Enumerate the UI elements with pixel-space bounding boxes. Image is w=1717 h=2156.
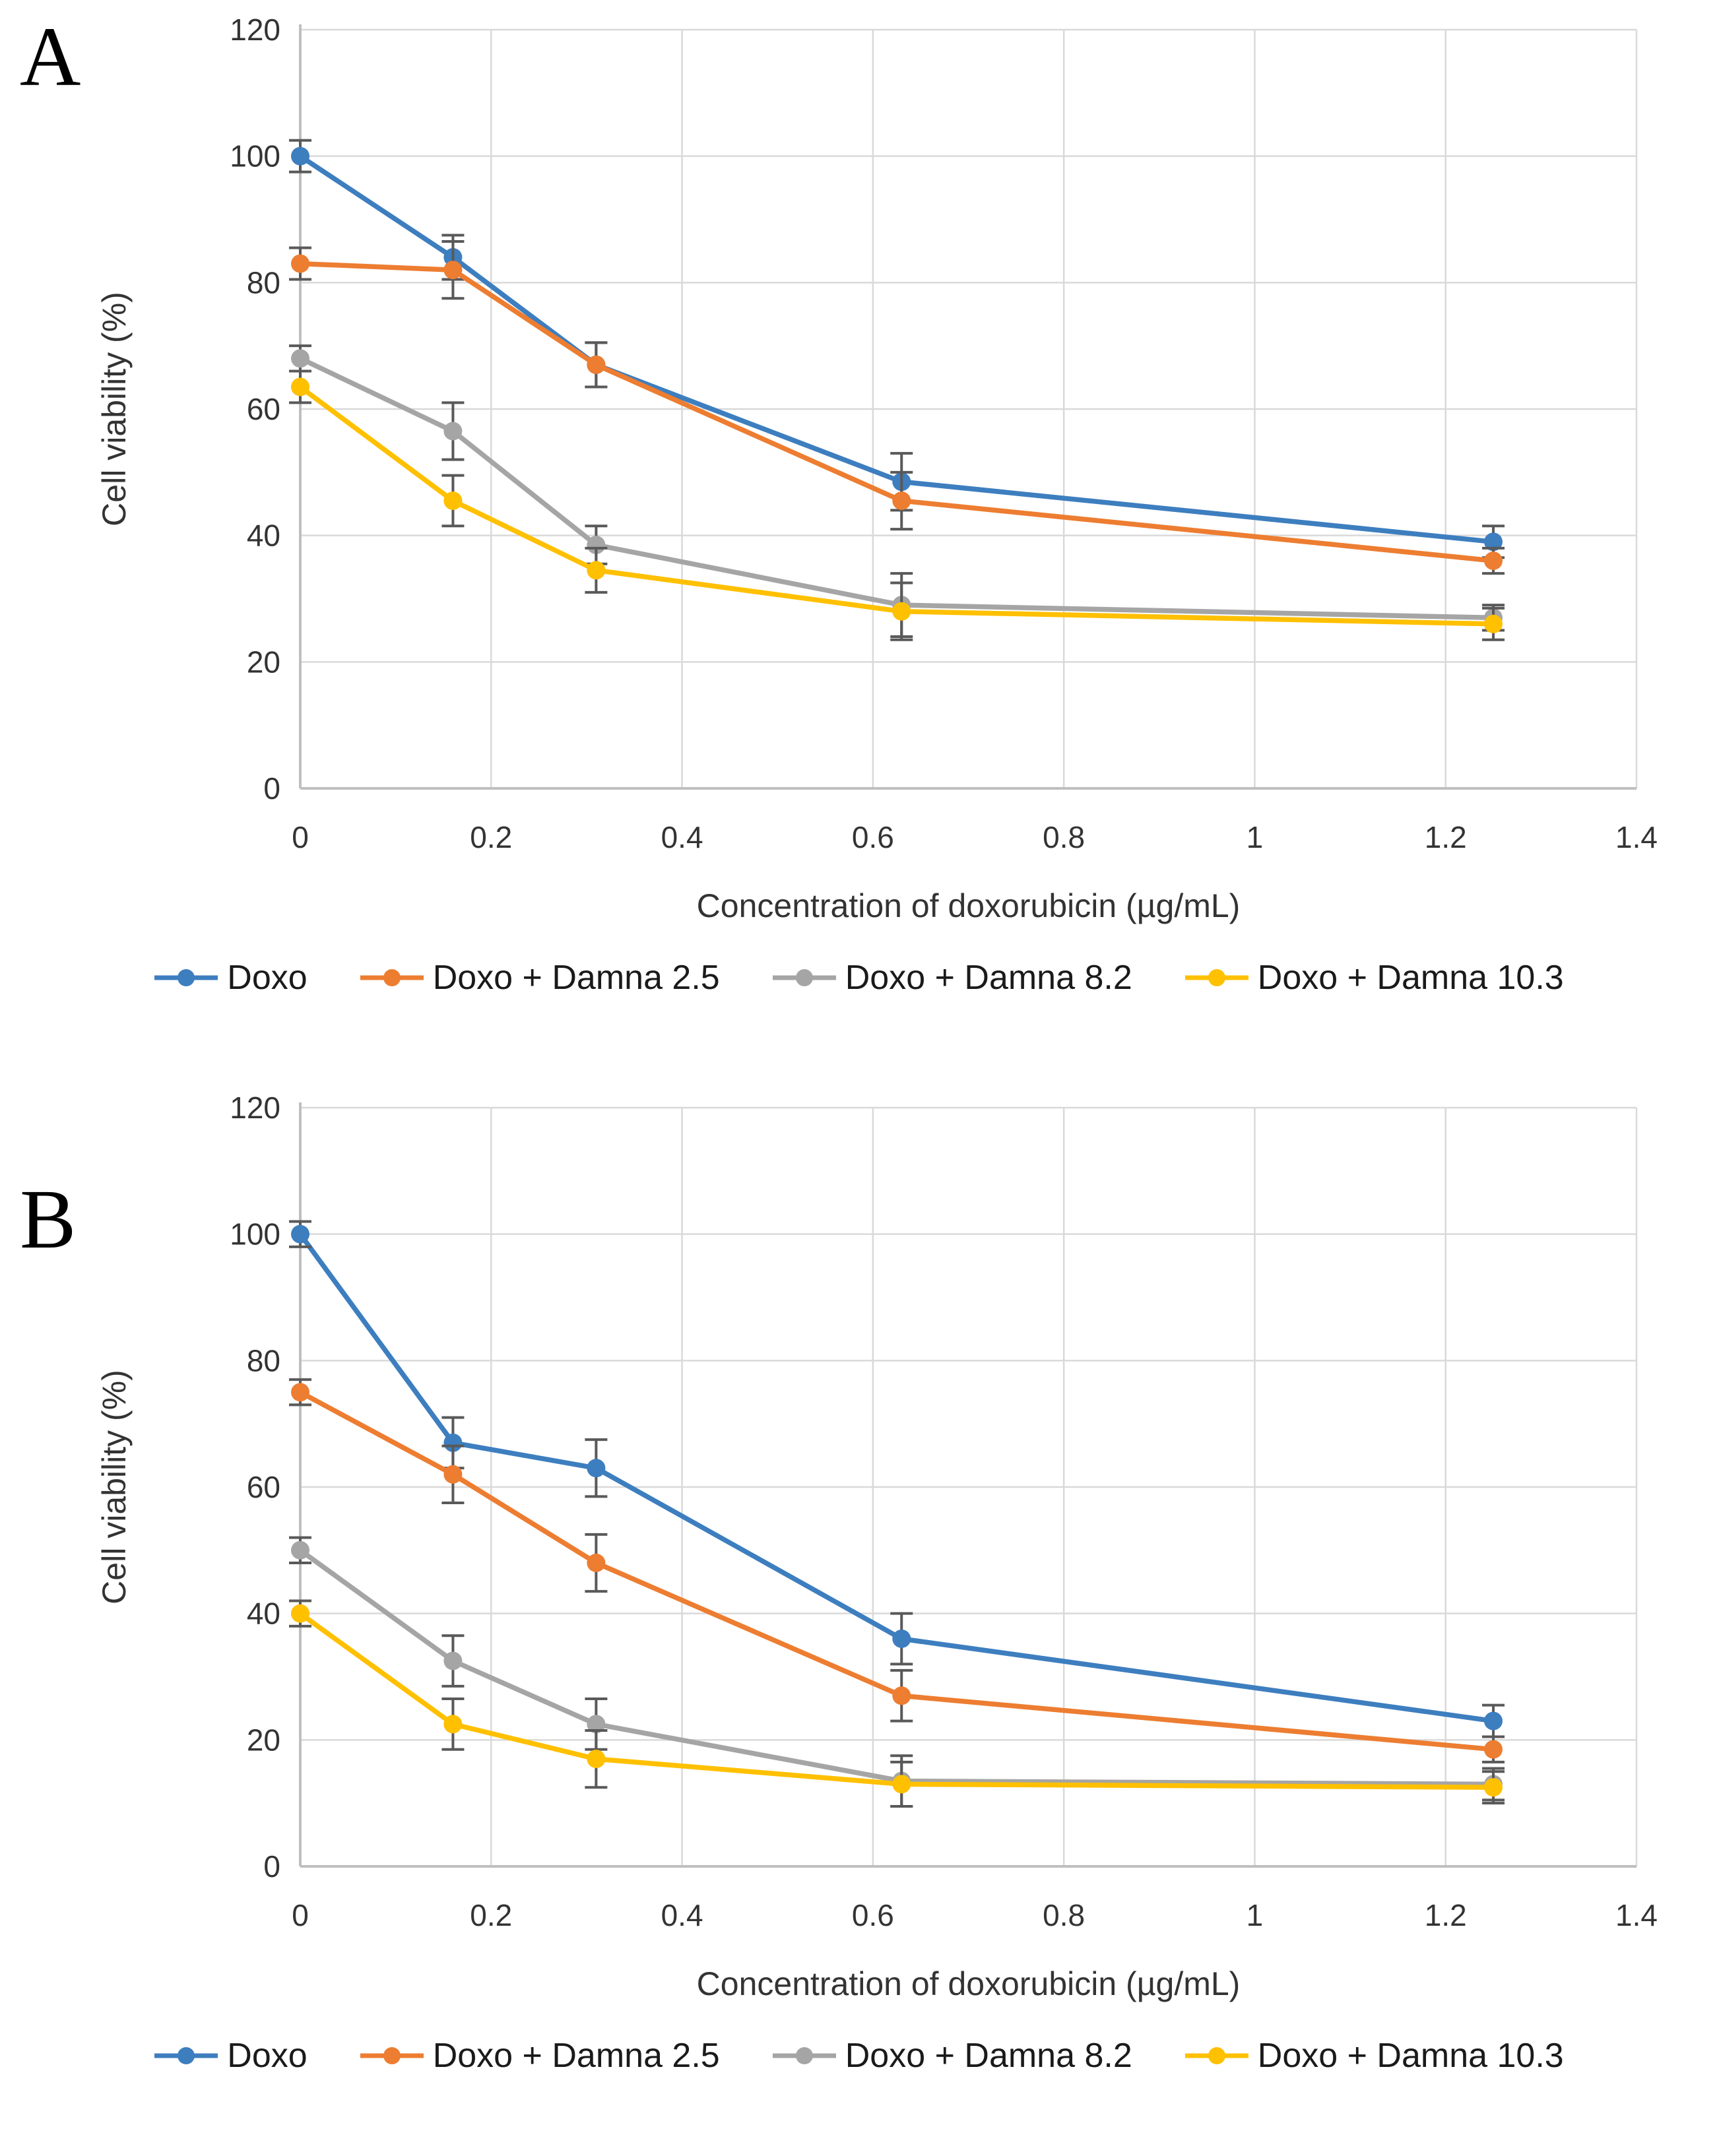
svg-text:0.2: 0.2 bbox=[470, 1898, 512, 1932]
y-tick-labels: 0 20 40 60 80 100 120 bbox=[230, 13, 280, 806]
series-doxo-+-damna-10.3 bbox=[289, 1599, 1505, 1808]
svg-text:0.8: 0.8 bbox=[1043, 820, 1085, 854]
gridlines bbox=[299, 1106, 1638, 1868]
svg-text:1: 1 bbox=[1247, 1898, 1264, 1932]
legend-label: Doxo + Damna 2.5 bbox=[432, 2037, 720, 2075]
legend-label: Doxo bbox=[227, 2037, 308, 2075]
panel-a-label: A bbox=[20, 10, 81, 104]
svg-text:0.6: 0.6 bbox=[852, 1898, 894, 1932]
svg-text:100: 100 bbox=[230, 139, 280, 174]
y-tick-labels: 0 20 40 60 80 100 120 bbox=[230, 1091, 280, 1884]
svg-text:0: 0 bbox=[292, 1898, 309, 1932]
legend-item: Doxo + Damna 8.2 bbox=[771, 2036, 1132, 2076]
svg-text:0.8: 0.8 bbox=[1043, 1898, 1085, 1932]
axes bbox=[299, 24, 1636, 790]
axes bbox=[299, 1102, 1636, 1868]
svg-text:80: 80 bbox=[247, 265, 280, 300]
svg-text:0: 0 bbox=[292, 820, 309, 854]
svg-text:0.2: 0.2 bbox=[470, 820, 512, 854]
legend-label: Doxo + Damna 2.5 bbox=[432, 959, 720, 997]
legend-item: Doxo + Damna 2.5 bbox=[359, 2036, 720, 2076]
legend-marker-icon bbox=[1184, 2047, 1248, 2064]
panel-b-label: B bbox=[20, 1172, 77, 1266]
svg-text:0.4: 0.4 bbox=[661, 820, 703, 854]
svg-text:1.4: 1.4 bbox=[1615, 820, 1658, 854]
series-doxo bbox=[289, 1220, 1505, 1738]
svg-text:0.6: 0.6 bbox=[852, 820, 894, 854]
x-axis-title: Concentration of doxorubicin (µg/mL) bbox=[697, 1965, 1241, 2002]
gridlines bbox=[299, 28, 1638, 790]
svg-text:1.4: 1.4 bbox=[1615, 1898, 1658, 1932]
svg-text:60: 60 bbox=[247, 1470, 280, 1504]
svg-text:1.2: 1.2 bbox=[1425, 820, 1467, 854]
legend-marker-icon bbox=[154, 969, 218, 986]
x-tick-labels: 0 0.2 0.4 0.6 0.8 1 1.2 1.4 bbox=[292, 1898, 1658, 1932]
svg-text:100: 100 bbox=[230, 1217, 280, 1252]
series-doxo-+-damna-8.2 bbox=[289, 1536, 1505, 1808]
legend-marker-icon bbox=[154, 2047, 218, 2064]
legend-marker-icon bbox=[1184, 969, 1248, 986]
legend-label: Doxo bbox=[227, 959, 308, 997]
svg-text:40: 40 bbox=[247, 1597, 280, 1631]
legend-label: Doxo + Damna 8.2 bbox=[845, 959, 1132, 997]
legend-marker-icon bbox=[360, 969, 424, 986]
y-axis-title: Cell viability (%) bbox=[96, 292, 133, 526]
legend-marker-icon bbox=[772, 2047, 836, 2064]
svg-text:0: 0 bbox=[263, 771, 280, 806]
legend-label: Doxo + Damna 10.3 bbox=[1257, 2037, 1564, 2075]
svg-text:40: 40 bbox=[247, 519, 280, 553]
series-doxo-+-damna-2.5 bbox=[289, 1378, 1505, 1763]
series-doxo-+-damna-8.2 bbox=[289, 344, 1505, 638]
x-tick-labels: 0 0.2 0.4 0.6 0.8 1 1.2 1.4 bbox=[292, 820, 1658, 854]
y-axis-title: Cell viability (%) bbox=[96, 1370, 133, 1604]
legend-item: Doxo bbox=[153, 958, 308, 998]
legend-item: Doxo bbox=[153, 2036, 308, 2076]
legend-item: Doxo + Damna 10.3 bbox=[1184, 2036, 1564, 2076]
chart-a: 0 20 40 60 80 100 120 0 0.2 0.4 0.6 0.8 1 1.2 1.4 Conce… bbox=[96, 13, 1658, 924]
series-doxo-+-damna-10.3 bbox=[289, 369, 1505, 641]
legend-label: Doxo + Damna 10.3 bbox=[1257, 959, 1564, 997]
chart-b: 0 20 40 60 80 100 120 0 0.2 0.4 0.6 0.8 1 1.2 1.4 Conce… bbox=[96, 1091, 1658, 2002]
legend-marker-icon bbox=[772, 969, 836, 986]
legend-item: Doxo + Damna 2.5 bbox=[359, 958, 720, 998]
svg-text:60: 60 bbox=[247, 392, 280, 426]
legend-marker-icon bbox=[360, 2047, 424, 2064]
legend-item: Doxo + Damna 10.3 bbox=[1184, 958, 1564, 998]
panel-a: A 0 20 40 60 80 100 120 0 0.2 0.4 0.6 0.8 1 1.2 1.4 Con… bbox=[0, 10, 1717, 998]
svg-text:20: 20 bbox=[247, 1723, 280, 1757]
svg-text:0.4: 0.4 bbox=[661, 1898, 703, 1932]
svg-text:1: 1 bbox=[1247, 820, 1264, 854]
legend-item: Doxo + Damna 8.2 bbox=[771, 958, 1132, 998]
svg-text:120: 120 bbox=[230, 13, 280, 47]
series-doxo-+-damna-2.5 bbox=[289, 240, 1505, 575]
x-axis-title: Concentration of doxorubicin (µg/mL) bbox=[697, 887, 1241, 924]
legend-label: Doxo + Damna 8.2 bbox=[845, 2037, 1132, 2075]
svg-text:80: 80 bbox=[247, 1343, 280, 1378]
legend-b: Doxo Doxo + Damna 2.5 Doxo + Damna 8.2 Doxo… bbox=[0, 2036, 1717, 2076]
legend-a: Doxo Doxo + Damna 2.5 Doxo + Damna 8.2 Doxo… bbox=[0, 958, 1717, 998]
svg-text:0: 0 bbox=[263, 1849, 280, 1884]
svg-text:1.2: 1.2 bbox=[1425, 1898, 1467, 1932]
svg-text:120: 120 bbox=[230, 1091, 280, 1125]
svg-text:20: 20 bbox=[247, 645, 280, 679]
panel-b: B 0 20 40 60 80 100 120 0 0.2 0.4 0.6 0.8 1 1.2 1.4 Con… bbox=[0, 1078, 1717, 2156]
